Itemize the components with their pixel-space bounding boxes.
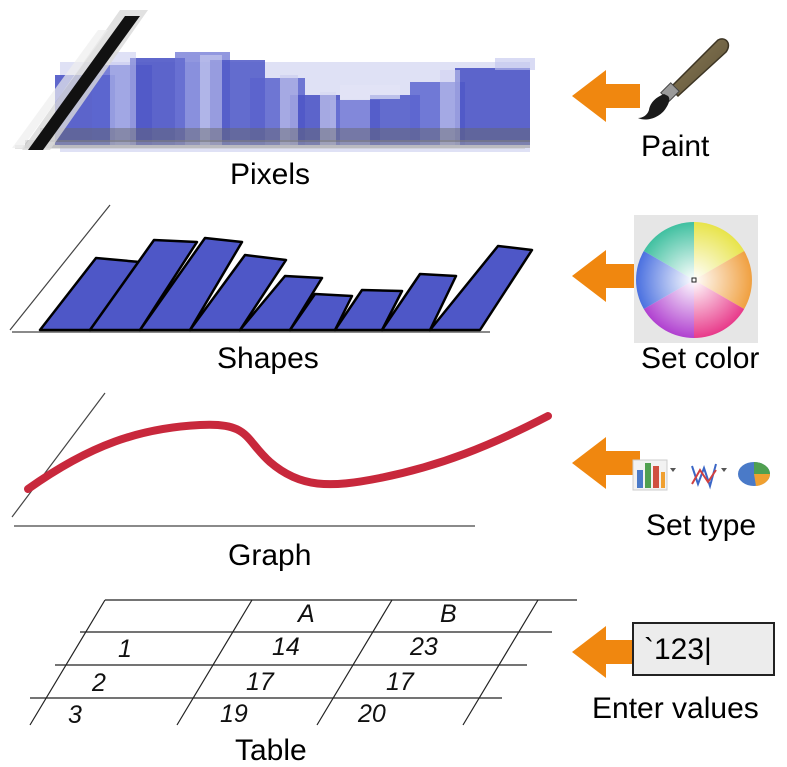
shape-bar <box>380 272 458 332</box>
table-label: Table <box>235 734 307 767</box>
table-cell: 23 <box>409 633 438 661</box>
shape-bars <box>38 236 534 332</box>
shape-bar <box>188 253 288 332</box>
line-chart-icon <box>691 463 727 490</box>
shape-bar <box>288 292 354 332</box>
table-header-b: B <box>440 600 457 628</box>
value-input-text: `123| <box>644 633 712 666</box>
left-arrow-icon <box>572 626 640 678</box>
graph-y-axis <box>11 392 106 518</box>
table-cell: 20 <box>357 700 386 728</box>
table-illustration <box>29 599 577 726</box>
arrows <box>572 70 640 678</box>
shapes-illustration <box>9 204 534 333</box>
table-row-label: 2 <box>91 669 106 697</box>
pixel-bars <box>55 52 535 145</box>
left-arrow-icon <box>572 437 640 489</box>
shape-bar <box>88 238 199 332</box>
table-header-a: A <box>296 600 315 628</box>
bar-chart-icon <box>632 459 676 491</box>
table-cell: 19 <box>220 700 248 728</box>
table-cells: A B 1 14 23 2 17 17 3 19 20 <box>68 600 457 729</box>
shape-bar <box>238 274 324 332</box>
value-input-box: `123| <box>632 622 775 676</box>
graph-illustration <box>11 392 552 527</box>
left-arrow-icon <box>572 70 640 122</box>
graph-label: Graph <box>228 539 312 572</box>
chart-type-icons <box>632 459 771 491</box>
shapes-label: Shapes <box>217 342 319 375</box>
table-cell: 14 <box>272 633 300 661</box>
table-cell: 17 <box>246 668 275 696</box>
paint-label: Paint <box>641 130 710 163</box>
paintbrush-icon <box>638 38 730 120</box>
graph-curve <box>24 412 552 493</box>
left-arrow-icon <box>572 250 640 302</box>
set-type-label: Set type <box>646 509 757 542</box>
shape-bar <box>428 244 534 332</box>
table-cell: 17 <box>386 668 415 696</box>
shape-bar <box>333 288 404 332</box>
pie-chart-icon <box>738 462 771 486</box>
table-row-label: 3 <box>68 701 82 729</box>
shape-bar <box>138 236 244 332</box>
shapes-y-axis <box>9 204 111 331</box>
set-color-label: Set color <box>641 342 760 375</box>
pixels-label: Pixels <box>230 158 311 191</box>
table-row-label: 1 <box>118 635 132 663</box>
pixels-illustration <box>12 10 535 152</box>
enter-values-label: Enter values <box>592 692 759 725</box>
color-wheel-icon <box>634 215 758 343</box>
